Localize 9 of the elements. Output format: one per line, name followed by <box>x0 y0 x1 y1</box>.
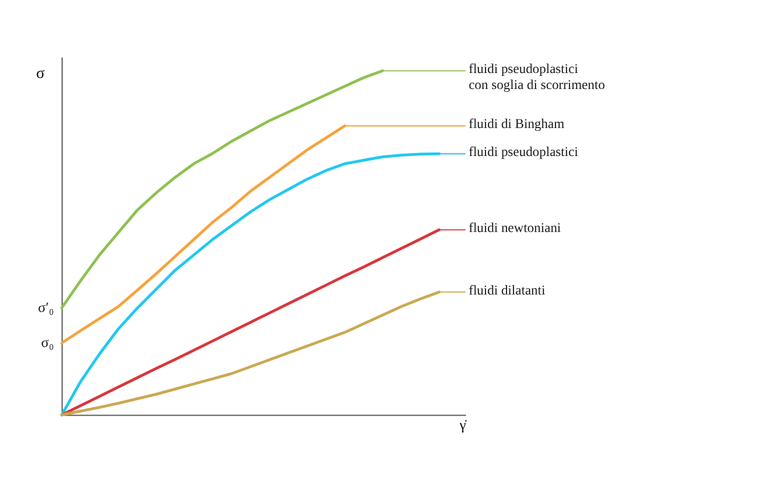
legend-label: fluidi newtoniani <box>468 220 562 236</box>
text: fluidi di Bingham <box>468 116 565 132</box>
text: σ₀ <box>41 334 54 351</box>
legend-label: fluidi dilatanti <box>468 282 546 298</box>
legend-label: fluidi pseudoplastici <box>468 144 578 160</box>
text: fluidi pseudoplastici con soglia di scorrimento <box>468 61 606 92</box>
text: σ′₀ <box>38 300 54 316</box>
y-axis-title: σ <box>36 65 46 82</box>
x-axis-title: γ̇ <box>458 418 467 434</box>
